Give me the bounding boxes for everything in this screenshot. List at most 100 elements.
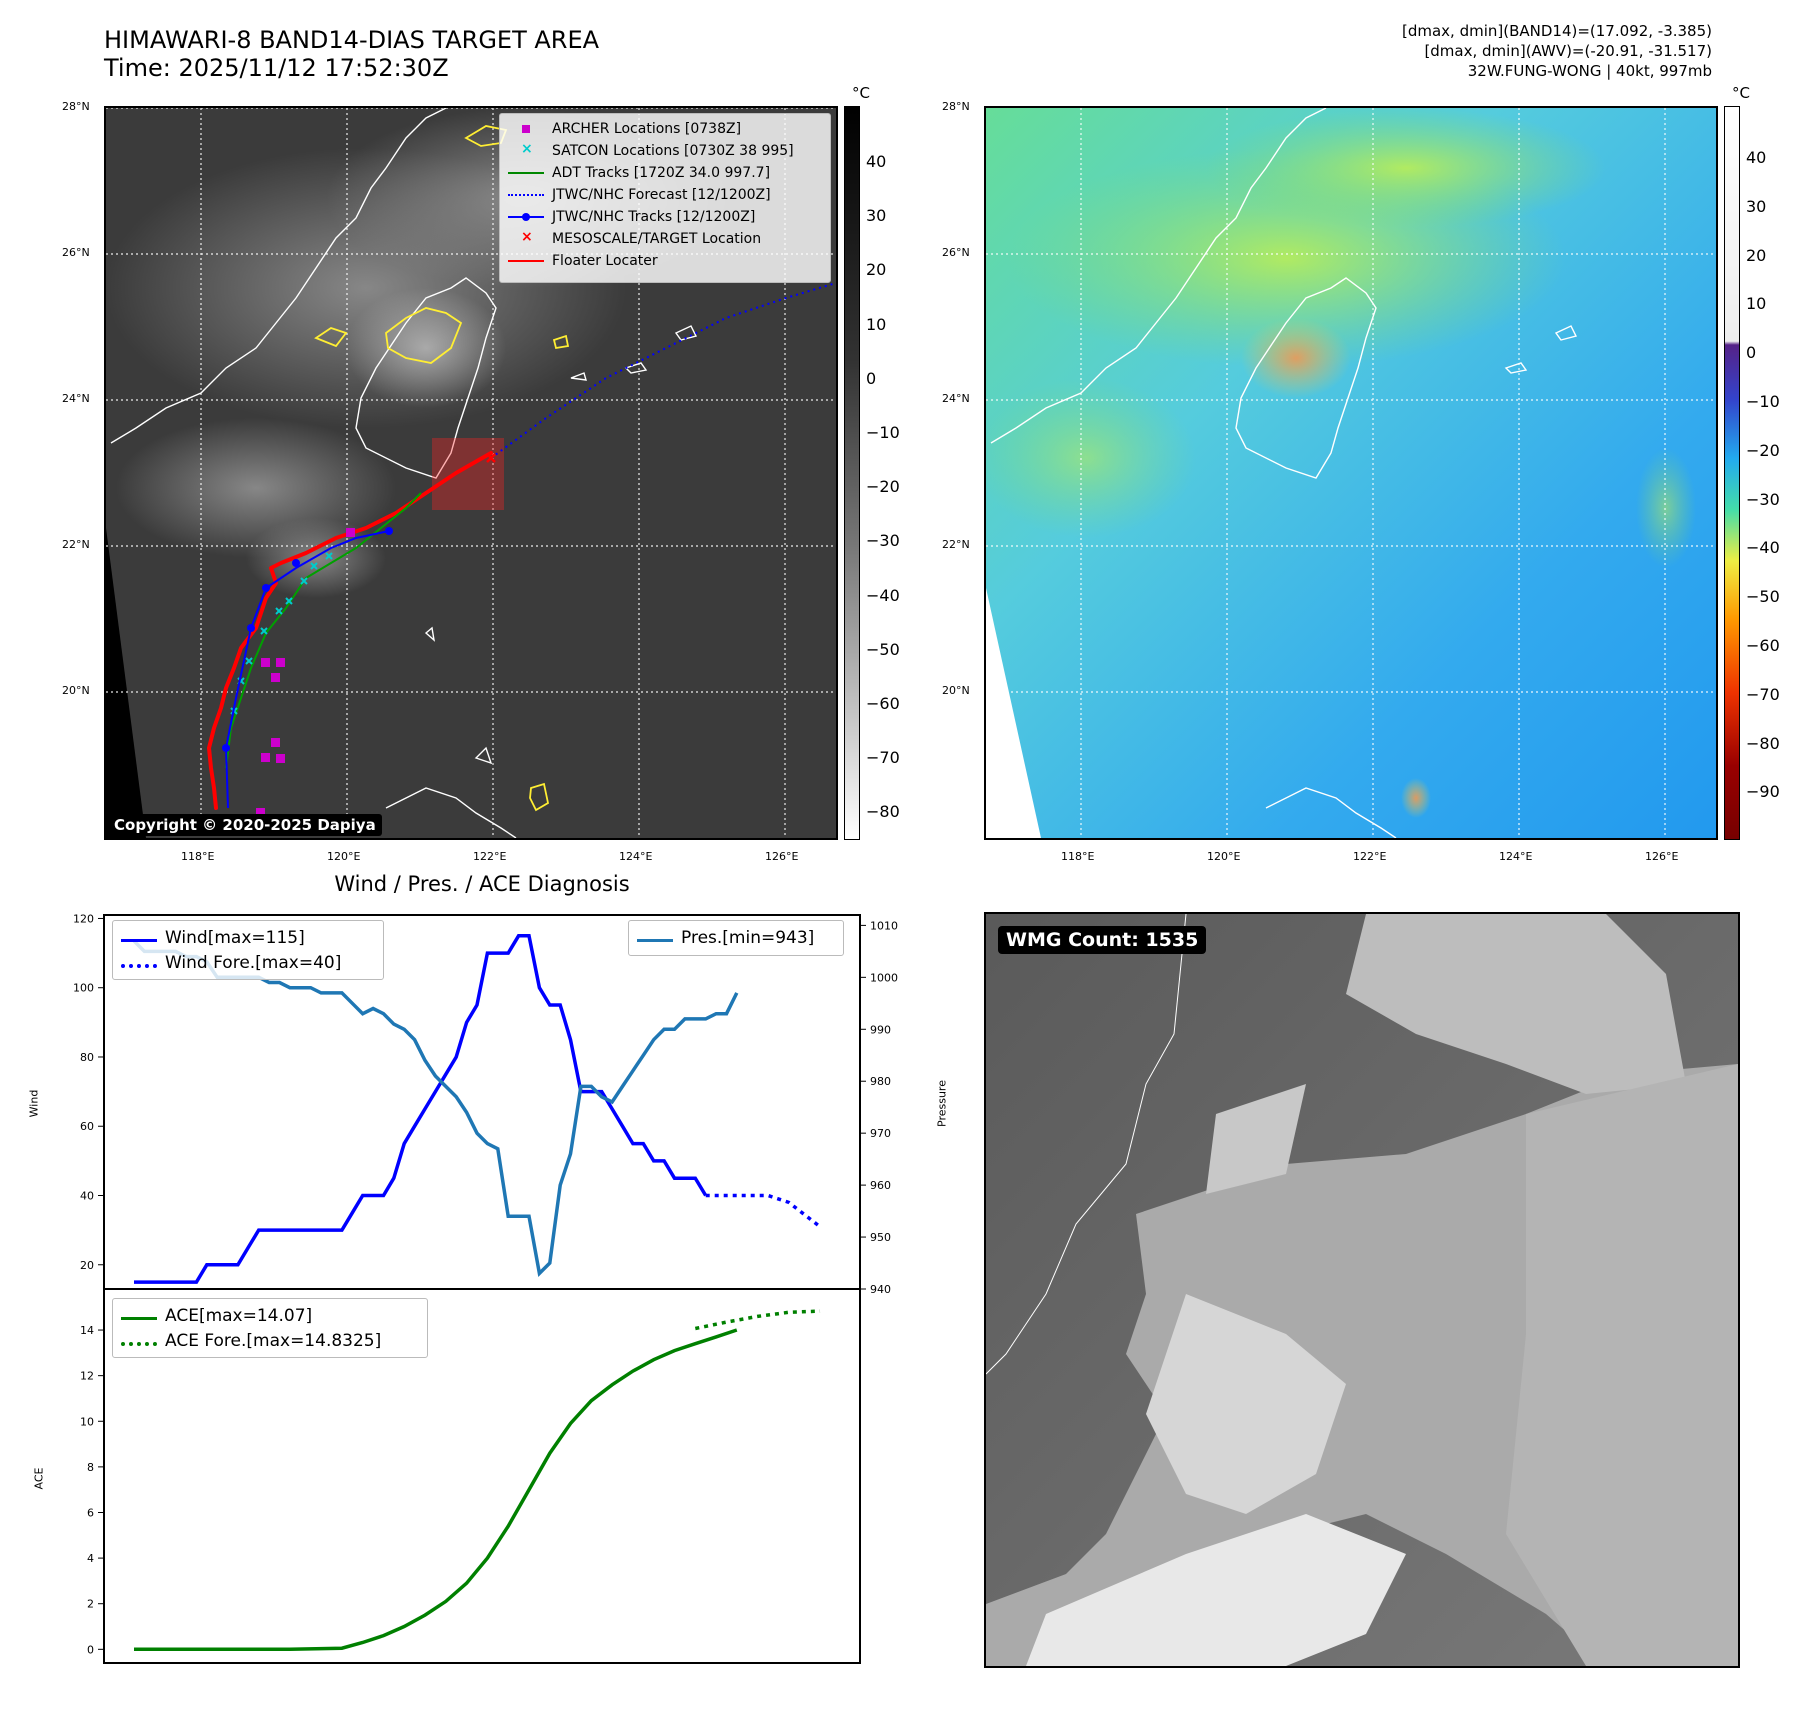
lat-label: 26°N (942, 246, 970, 259)
cloud-shield (1346, 914, 1686, 1094)
wmg-image (986, 914, 1738, 1666)
solid-line-icon (119, 1307, 159, 1325)
lat-label: 24°N (62, 392, 90, 405)
band14-map-panel: ARCHER Locations [0738Z] × SATCON Locati… (104, 106, 838, 840)
pressure-legend: Pres.[min=943] (628, 920, 844, 956)
legend-label: ACE Fore.[max=14.8325] (165, 1331, 382, 1351)
legend-label: ACE[max=14.07] (165, 1306, 313, 1326)
solid-line-icon (119, 929, 159, 947)
taiwan-coastline (355, 277, 497, 479)
legend-label: SATCON Locations [0730Z 38 995] (552, 143, 794, 159)
legend-entry: × MESOSCALE/TARGET Location (506, 229, 761, 248)
colorbar-tick-label: 20 (1746, 245, 1767, 265)
wind-forecast-line (705, 1193, 822, 1229)
wmg-panel: WMG Count: 1535 (984, 912, 1740, 1668)
warm-anomaly (1241, 318, 1351, 398)
ace-tick-label: 12 (80, 1370, 94, 1383)
lat-label: 20°N (942, 684, 970, 697)
colorbar-tick-label: 0 (1746, 343, 1757, 363)
lat-label: 20°N (62, 684, 90, 697)
legend-entry: Floater Locater (506, 252, 658, 270)
ace-tick-label: 8 (87, 1461, 94, 1474)
figure-title: HIMAWARI-8 BAND14-DIAS TARGET AREA (104, 26, 600, 54)
dot-line-icon (506, 208, 546, 226)
colorbar-tick-label: −60 (1746, 636, 1780, 655)
colorbar-tick-label: 40 (866, 152, 887, 171)
colorbar-tick-label: −70 (866, 748, 900, 768)
diagnosis-title: Wind / Pres. / ACE Diagnosis (334, 872, 630, 896)
band14-colorbar-unit: °C (852, 84, 870, 102)
moisture-band (1636, 448, 1696, 568)
awv-map-panel (984, 106, 1718, 840)
wind-tick-label: 120 (73, 912, 94, 925)
colorbar-tick-label: 10 (866, 314, 887, 334)
colorbar-tick-label: −20 (1746, 440, 1780, 460)
awv-colorbar-unit: °C (1732, 84, 1750, 102)
warm-anomaly (1401, 778, 1431, 818)
colorbar-tick-label: −10 (866, 423, 900, 442)
awv-map (986, 108, 1716, 838)
legend-entry: JTWC/NHC Tracks [12/1200Z] (506, 208, 755, 226)
lon-label: 126°E (765, 850, 799, 863)
wind-tick-label: 100 (73, 982, 94, 995)
cold-cloud-contour (385, 307, 463, 364)
legend-label: JTWC/NHC Forecast [12/1200Z] (552, 187, 771, 203)
colorbar-tick-label: −90 (1746, 782, 1780, 802)
colorbar-tick-label: −40 (866, 585, 900, 605)
cloud-shield (1026, 1514, 1406, 1666)
wind-line (134, 934, 708, 1284)
ace-forecast-line (694, 1309, 821, 1331)
wmg-count-badge: WMG Count: 1535 (998, 926, 1207, 954)
solid-line-icon (506, 164, 546, 182)
wind-legend: Wind[max=115] Wind Fore.[max=40] (112, 920, 384, 980)
solid-line-icon (635, 929, 675, 947)
lon-label: 126°E (1645, 850, 1679, 863)
target-marker (486, 453, 496, 463)
legend-entry: ARCHER Locations [0738Z] (506, 120, 741, 138)
colorbar-tick-label: −10 (1746, 392, 1780, 411)
pressure-tick-label: 1000 (870, 971, 898, 984)
copyright-badge: Copyright © 2020-2025 Dapiya (108, 814, 382, 836)
band14-range: [dmax, dmin](BAND14)=(17.092, -3.385) (1401, 22, 1712, 40)
lon-label: 118°E (1061, 850, 1095, 863)
square-marker-icon (506, 120, 546, 138)
pressure-tick-label: 970 (870, 1127, 891, 1140)
legend-label: ADT Tracks [1720Z 34.0 997.7] (552, 165, 771, 181)
lon-label: 124°E (619, 850, 653, 863)
wind-tick-label: 80 (80, 1051, 94, 1064)
island-outline (1504, 362, 1528, 374)
floater-track (207, 451, 493, 810)
colorbar-tick-label: −70 (1746, 684, 1780, 704)
pressure-axis-label: Pressure (935, 1080, 949, 1127)
colorbar-tick-label: 30 (866, 206, 887, 226)
lon-label: 120°E (1207, 850, 1241, 863)
colorbar-tick-label: −50 (866, 639, 900, 659)
colorbar-tick-label: −30 (866, 531, 900, 551)
legend-entry: Wind Fore.[max=40] (119, 952, 341, 974)
colorbar-tick-label: −60 (866, 694, 900, 713)
cold-cloud-contour (314, 327, 348, 348)
legend-label: Wind Fore.[max=40] (165, 953, 342, 973)
island-outline (674, 325, 698, 341)
dotted-line-icon (119, 954, 159, 972)
pressure-tick-label: 990 (870, 1023, 891, 1036)
pressure-tick-label: 1010 (870, 919, 898, 932)
colorbar-tick-label: −50 (1746, 587, 1780, 607)
wind-tick-label: 60 (80, 1120, 94, 1133)
ace-axis-label: ACE (32, 1467, 46, 1490)
moisture-band (1206, 108, 1606, 228)
legend-entry: ACE Fore.[max=14.8325] (119, 1330, 381, 1352)
lat-label: 28°N (62, 100, 90, 113)
band14-colorbar (844, 106, 860, 840)
legend-entry: Wind[max=115] (119, 927, 305, 949)
lon-label: 120°E (327, 850, 361, 863)
lat-label: 28°N (942, 100, 970, 113)
colorbar-tick-label: −40 (1746, 538, 1780, 558)
ace-tick-label: 10 (80, 1415, 94, 1428)
ace-legend: ACE[max=14.07] ACE Fore.[max=14.8325] (112, 1298, 428, 1358)
cloud-mass (346, 288, 506, 408)
lat-label: 22°N (942, 538, 970, 551)
colorbar-tick-label: −80 (866, 802, 900, 822)
adt-track (225, 492, 422, 769)
ace-tick-label: 2 (87, 1598, 94, 1611)
